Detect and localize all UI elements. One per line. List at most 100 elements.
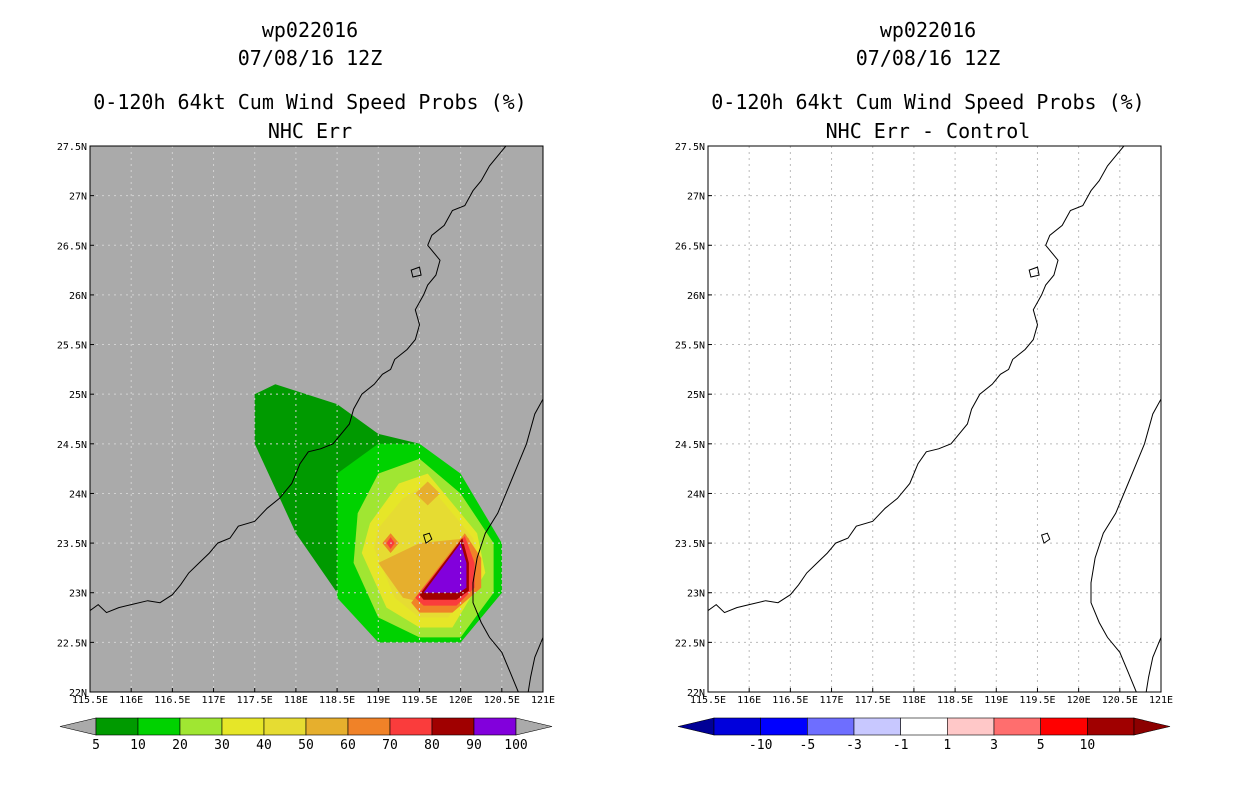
colorbar-swatch: [305, 717, 349, 736]
colorbar-label: -3: [846, 738, 862, 753]
colorbar-swatch: [221, 717, 265, 736]
x-tick-label: 121E: [531, 695, 555, 706]
plot-background: [708, 146, 1161, 692]
y-tick-label: 22.5N: [57, 638, 87, 649]
x-tick-label: 115.5E: [72, 695, 108, 706]
x-tick-label: 120.5E: [1102, 695, 1138, 706]
x-tick-label: 116E: [119, 695, 143, 706]
colorbar-label: 100: [504, 738, 527, 753]
y-tick-label: 27.5N: [57, 142, 87, 153]
colorbar-label: 10: [1080, 738, 1096, 753]
colorbar-label: 90: [466, 738, 482, 753]
coastline-island: [1040, 532, 1051, 544]
colorbar-label: 10: [130, 738, 146, 753]
colorbar-swatch: [1087, 717, 1135, 736]
x-tick-label: 118.5E: [937, 695, 973, 706]
y-tick-label: 26.5N: [57, 241, 87, 252]
y-tick-label: 22N: [69, 688, 87, 699]
y-tick-label: 26.5N: [675, 241, 705, 252]
colorbar-label: 3: [990, 738, 998, 753]
chart-title-date: 07/08/16 12Z: [856, 46, 1001, 70]
y-tick-label: 26N: [687, 291, 705, 302]
colorbar-extend-low: [59, 717, 97, 736]
x-tick-label: 118.5E: [319, 695, 355, 706]
colorbar-label: 5: [92, 738, 100, 753]
colorbar-label: 60: [340, 738, 356, 753]
y-tick-label: 25.5N: [675, 341, 705, 352]
colorbar-label: 20: [172, 738, 188, 753]
y-tick-label: 27.5N: [675, 142, 705, 153]
contour-90: [423, 543, 467, 593]
x-tick-label: 115.5E: [690, 695, 726, 706]
y-tick-label: 22.5N: [675, 638, 705, 649]
panel-probability: wp022016 07/08/16 12Z 0-120h 64kt Cum Wi…: [57, 18, 555, 753]
x-tick-label: 117E: [819, 695, 843, 706]
colorbar-label: 80: [424, 738, 440, 753]
colorbar-label: 70: [382, 738, 398, 753]
chart-title-storm: wp022016: [262, 18, 358, 42]
colorbar-swatch: [760, 717, 808, 736]
colorbar-label: 30: [214, 738, 230, 753]
y-tick-label: 25.5N: [57, 341, 87, 352]
x-tick-label: 117.5E: [237, 695, 273, 706]
plot-area: 115.5E 116E 116.5E 117E 117.5E 118E 118.5E 119E…: [675, 142, 1173, 706]
colorbar-label: 5: [1037, 738, 1045, 753]
colorbar-swatch: [347, 717, 391, 736]
x-tick-label: 118E: [284, 695, 308, 706]
x-tick-label: 116.5E: [772, 695, 808, 706]
colorbar-swatch: [1040, 717, 1088, 736]
x-tick-label: 119.5E: [1019, 695, 1055, 706]
coastline-taiwan: [472, 398, 543, 692]
x-tick-label: 116.5E: [154, 695, 190, 706]
y-tick-label: 24N: [687, 489, 705, 500]
colorbar-label: -1: [893, 738, 909, 753]
colorbar-swatch: [431, 717, 475, 736]
coastline-island: [1028, 266, 1040, 278]
coastline-taiwan-south: [1145, 637, 1161, 692]
colorbar-extend-high: [1133, 717, 1171, 736]
chart-title-product: 0-120h 64kt Cum Wind Speed Probs (%): [711, 90, 1144, 114]
x-tick-label: 119E: [984, 695, 1008, 706]
plot-content: [90, 146, 543, 692]
y-tick-label: 23.5N: [675, 539, 705, 550]
colorbar-extend-low: [677, 717, 715, 736]
y-tick-label: 27N: [69, 192, 87, 203]
colorbar-swatch: [993, 717, 1041, 736]
colorbar-swatch: [95, 717, 139, 736]
y-tick-label: 24N: [69, 489, 87, 500]
x-tick-label: 120E: [449, 695, 473, 706]
plot-content: [708, 146, 1161, 692]
colorbar: 5 10 20 30 40 50 60 70 80 90 100: [59, 717, 553, 753]
colorbar-swatch: [947, 717, 995, 736]
panel-difference: wp022016 07/08/16 12Z 0-120h 64kt Cum Wi…: [675, 18, 1173, 753]
colorbar-swatch: [473, 717, 517, 736]
x-tick-label: 118E: [902, 695, 926, 706]
x-tick-label: 121E: [1149, 695, 1173, 706]
coastline-taiwan: [1090, 398, 1161, 692]
chart-title-storm: wp022016: [880, 18, 976, 42]
colorbar-label: -10: [749, 738, 772, 753]
colorbar-label: 50: [298, 738, 314, 753]
plot-frame: [89, 145, 544, 693]
y-tick-label: 23N: [687, 589, 705, 600]
colorbar-swatch: [263, 717, 307, 736]
x-tick-label: 120.5E: [484, 695, 520, 706]
chart-title-subtitle: NHC Err: [268, 119, 352, 143]
colorbar-label: -5: [800, 738, 816, 753]
x-tick-label: 117.5E: [855, 695, 891, 706]
y-tick-label: 27N: [687, 192, 705, 203]
colorbar: -10 -5 -3 -1 1 3 5 10: [677, 717, 1171, 753]
y-tick-label: 24.5N: [675, 440, 705, 451]
colorbar-extend-high: [515, 717, 553, 736]
colorbar-swatch: [389, 717, 433, 736]
coastline-island: [422, 532, 433, 544]
x-tick-label: 119.5E: [401, 695, 437, 706]
x-tick-label: 117E: [201, 695, 225, 706]
y-tick-label: 23N: [69, 589, 87, 600]
y-tick-label: 25N: [69, 390, 87, 401]
y-tick-label: 25N: [687, 390, 705, 401]
colorbar-swatch: [853, 717, 901, 736]
y-tick-label: 23.5N: [57, 539, 87, 550]
y-tick-label: 24.5N: [57, 440, 87, 451]
